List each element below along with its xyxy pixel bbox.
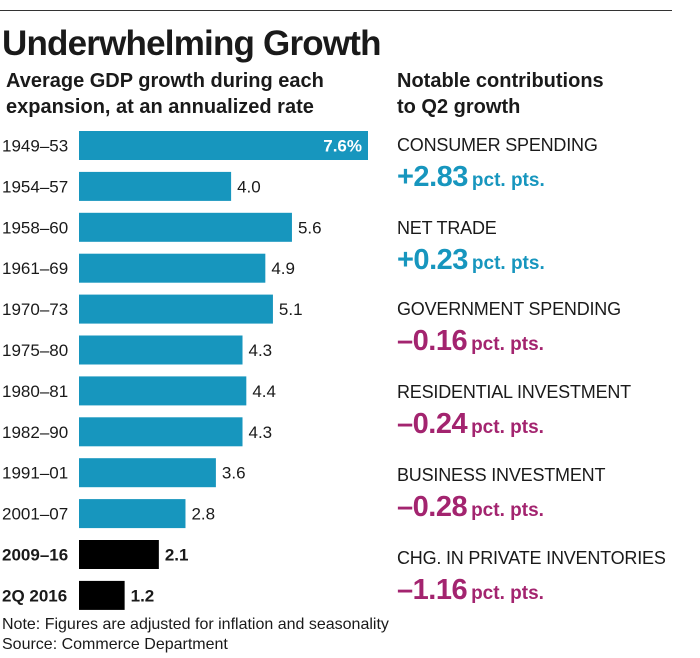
contribution-value: –0.28 pct. pts.	[397, 491, 605, 524]
contribution-value: +0.23 pct. pts.	[397, 244, 545, 277]
contribution-number: –0.16	[397, 325, 468, 357]
bar-value-label: 4.4	[252, 382, 276, 401]
category-label: 1991–01	[2, 464, 68, 483]
bar-value-label: 5.1	[279, 300, 303, 319]
right-subtitle-line-2: to Q2 growth	[397, 96, 521, 118]
contribution-number: –1.16	[397, 574, 468, 606]
contribution-value: +2.83 pct. pts.	[397, 161, 598, 194]
bar	[79, 417, 243, 447]
category-label: 1982–90	[2, 423, 68, 442]
bar	[79, 540, 159, 569]
bar	[79, 253, 266, 283]
left-subtitle-line-1: Average GDP growth during each	[6, 70, 324, 92]
contribution-item: BUSINESS INVESTMENT –0.28 pct. pts.	[397, 465, 605, 524]
chart-source: Source: Commerce Department	[2, 636, 228, 653]
right-subtitle: Notable contributions to Q2 growth	[397, 68, 604, 120]
bar-value-label: 5.6	[298, 218, 322, 237]
contribution-item: NET TRADE +0.23 pct. pts.	[397, 218, 545, 277]
category-label: 1961–69	[2, 259, 68, 278]
bar-value-label: 4.9	[271, 259, 295, 278]
category-label: 2Q 2016	[2, 586, 67, 605]
bar	[79, 580, 125, 610]
bar-value-label: 4.0	[237, 177, 261, 196]
top-rule	[0, 10, 672, 11]
bar-value-label: 1.2	[131, 586, 155, 605]
bar-value-label: 2.8	[191, 505, 215, 524]
bar	[79, 376, 247, 406]
contribution-label: BUSINESS INVESTMENT	[397, 465, 606, 485]
contribution-unit: pct. pts.	[471, 500, 544, 521]
contribution-label: CHG. IN PRIVATE INVENTORIES	[397, 548, 666, 568]
contribution-item: CHG. IN PRIVATE INVENTORIES –1.16 pct. pts…	[397, 548, 666, 607]
chart-note: Note: Figures are adjusted for inflation…	[2, 616, 389, 633]
contribution-number: +2.83	[397, 161, 468, 193]
bar	[79, 458, 216, 488]
contribution-item: GOVERNMENT SPENDING –0.16 pct. pts.	[397, 299, 621, 358]
gdp-growth-bar-chart: 1949–53 7.6% 1954–57 4.0 1958–60 5.6 1961–69 4.…	[2, 131, 368, 610]
contribution-item: RESIDENTIAL INVESTMENT –0.24 pct. pts.	[397, 382, 631, 441]
bar	[79, 335, 243, 365]
bar	[79, 131, 368, 160]
contribution-unit: pct. pts.	[471, 417, 544, 438]
right-subtitle-line-1: Notable contributions	[397, 70, 604, 92]
contribution-unit: pct. pts.	[471, 253, 545, 274]
contribution-label: RESIDENTIAL INVESTMENT	[397, 382, 631, 402]
bar	[79, 212, 292, 242]
category-label: 1958–60	[2, 218, 68, 237]
contribution-label: CONSUMER SPENDING	[397, 135, 598, 155]
category-label: 1970–73	[2, 300, 68, 319]
contribution-unit: pct. pts.	[471, 583, 544, 604]
contribution-label: GOVERNMENT SPENDING	[397, 299, 621, 319]
bar-value-label: 4.3	[249, 423, 273, 442]
bar-value-label: 3.6	[222, 464, 246, 483]
contribution-value: –1.16 pct. pts.	[397, 574, 666, 607]
contribution-number: –0.24	[397, 408, 468, 440]
bar-value-label: 7.6%	[323, 137, 362, 156]
contribution-number: +0.23	[397, 244, 468, 276]
contribution-value: –0.16 pct. pts.	[397, 325, 621, 358]
category-label: 1949–53	[2, 137, 68, 156]
bar	[79, 171, 232, 201]
category-label: 1980–81	[2, 382, 68, 401]
contribution-unit: pct. pts.	[471, 170, 545, 191]
left-subtitle: Average GDP growth during each expansion…	[6, 68, 324, 120]
bar	[79, 294, 273, 324]
contribution-number: –0.28	[397, 491, 468, 523]
bar	[79, 499, 186, 529]
contribution-label: NET TRADE	[397, 218, 497, 238]
contribution-item: CONSUMER SPENDING +2.83 pct. pts.	[397, 135, 598, 194]
bar-value-label: 2.1	[165, 546, 189, 565]
contribution-value: –0.24 pct. pts.	[397, 408, 631, 441]
category-label: 2001–07	[2, 505, 68, 524]
left-subtitle-line-2: expansion, at an annualized rate	[6, 96, 314, 118]
bar-value-label: 4.3	[249, 341, 273, 360]
category-label: 1954–57	[2, 177, 68, 196]
category-label: 1975–80	[2, 341, 68, 360]
category-label: 2009–16	[2, 546, 68, 565]
chart-title: Underwhelming Growth	[2, 24, 382, 63]
contribution-unit: pct. pts.	[471, 334, 544, 355]
